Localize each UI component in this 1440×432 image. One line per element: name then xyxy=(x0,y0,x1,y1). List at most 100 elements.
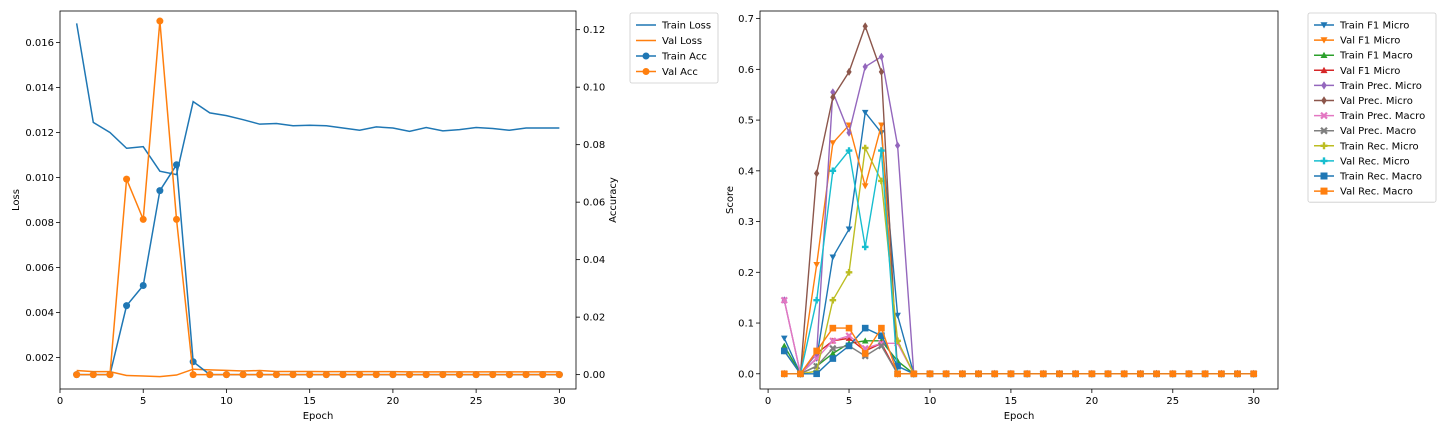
series-line-train-acc xyxy=(76,162,560,376)
data-point-val-f1-micro xyxy=(813,262,820,268)
data-point-val-rec-micro xyxy=(878,147,885,154)
data-point-val-rec-macro xyxy=(1104,370,1112,378)
data-point-val-acc xyxy=(489,371,497,379)
score-x-tick-label: 30 xyxy=(1247,396,1260,407)
data-point-val-rec-micro xyxy=(813,296,820,304)
data-point-val-f1-micro xyxy=(829,140,837,147)
data-point-val-acc xyxy=(206,371,214,379)
data-point-train-prec-micro xyxy=(830,88,836,97)
data-point-train-prec-micro xyxy=(846,128,852,137)
data-point-val-acc xyxy=(123,175,131,183)
data-point-val-rec-macro xyxy=(1056,370,1063,378)
legend-marker-val-rec-macro xyxy=(1320,187,1328,195)
data-point-train-prec-macro xyxy=(780,296,788,304)
legend-label-train-rec-macro: Train Rec. Macro xyxy=(1339,172,1422,183)
legend-label-train-prec-micro: Train Prec. Micro xyxy=(1339,81,1422,92)
loss-y-tick-label: 0.006 xyxy=(25,263,54,274)
legend-marker-train-f1-micro xyxy=(1320,22,1328,29)
series-line-val-prec-micro xyxy=(784,24,1254,375)
data-point-train-acc xyxy=(139,282,147,290)
score-plot-frame xyxy=(759,10,1279,390)
data-point-val-acc xyxy=(439,371,447,379)
score-y-tick-label: 0.6 xyxy=(738,65,754,76)
data-point-val-acc xyxy=(322,371,330,379)
accuracy-y-tick-label: 0.06 xyxy=(583,198,605,209)
score-y-tick-label: 0.1 xyxy=(738,319,754,330)
score-y-axis-label: Score xyxy=(725,186,736,214)
data-point-val-rec-macro xyxy=(975,370,982,378)
data-point-val-prec-micro xyxy=(814,169,820,178)
data-point-train-rec-micro xyxy=(829,296,837,304)
data-point-val-rec-micro xyxy=(861,243,869,251)
data-point-val-rec-macro xyxy=(1023,370,1031,378)
series-line-val-loss xyxy=(76,368,560,378)
data-point-val-rec-micro xyxy=(829,167,837,175)
data-point-val-acc xyxy=(289,371,297,379)
data-point-val-rec-macro xyxy=(878,324,885,332)
loss-y-tick-label: 0.016 xyxy=(25,38,54,49)
loss-y-axis-label: Loss xyxy=(11,189,22,211)
data-point-val-acc xyxy=(256,371,264,379)
data-point-train-f1-micro xyxy=(829,254,837,261)
data-point-train-acc xyxy=(189,358,197,366)
legend-marker-val-prec-macro xyxy=(1320,126,1328,135)
data-point-train-f1-macro xyxy=(780,342,788,349)
score-x-tick-label: 5 xyxy=(846,396,852,407)
data-point-val-acc xyxy=(106,371,114,379)
score-x-tick-label: 20 xyxy=(1085,396,1098,407)
accuracy-y-tick-label: 0.08 xyxy=(583,140,605,151)
loss-x-tick-label: 20 xyxy=(387,396,400,407)
legend-box xyxy=(629,12,719,84)
score-x-tick-label: 10 xyxy=(924,396,937,407)
data-point-val-prec-micro xyxy=(862,22,868,31)
data-point-val-rec-macro xyxy=(1137,370,1144,378)
data-point-train-rec-macro xyxy=(813,370,820,378)
legend-label-val-f1-micro: Val F1 Micro xyxy=(1340,66,1400,77)
data-point-val-prec-macro xyxy=(877,342,885,350)
data-point-val-prec-micro xyxy=(878,67,885,76)
data-point-train-prec-macro xyxy=(829,337,837,345)
data-point-val-rec-macro xyxy=(1234,370,1241,378)
data-point-val-rec-macro xyxy=(813,347,820,355)
data-point-val-rec-macro xyxy=(780,370,788,378)
data-point-val-rec-macro xyxy=(1201,370,1209,378)
score-y-tick-label: 0.7 xyxy=(738,14,754,25)
data-point-val-rec-macro xyxy=(991,370,999,378)
data-point-val-rec-macro xyxy=(797,370,804,378)
loss-y-tick-label: 0.008 xyxy=(25,218,54,229)
data-point-val-acc xyxy=(73,371,81,379)
score-y-tick-label: 0.3 xyxy=(738,217,754,228)
data-point-val-rec-macro xyxy=(942,370,950,378)
data-point-train-prec-macro xyxy=(845,332,853,340)
score-x-tick-label: 25 xyxy=(1166,396,1179,407)
legend-label-train-f1-macro: Train F1 Macro xyxy=(1339,51,1413,62)
data-point-train-rec-macro xyxy=(878,332,885,340)
data-point-val-rec-macro xyxy=(894,370,901,378)
data-point-val-acc xyxy=(555,371,563,379)
accuracy-y-tick-label: 0.04 xyxy=(583,255,605,266)
legend-marker-train-rec-micro xyxy=(1320,142,1328,150)
legend-label-val-acc: Val Acc xyxy=(662,67,698,78)
data-point-val-rec-macro xyxy=(1185,370,1193,378)
data-point-val-rec-macro xyxy=(1250,370,1258,378)
data-point-val-acc xyxy=(356,371,364,379)
data-point-val-rec-micro xyxy=(845,147,853,154)
legend-label-val-prec-micro: Val Prec. Micro xyxy=(1340,96,1413,107)
loss-y-tick-label: 0.010 xyxy=(25,173,54,184)
legend-label-train-f1-micro: Train F1 Micro xyxy=(1339,21,1409,32)
legend-marker-train-prec-macro xyxy=(1320,111,1328,120)
series-line-val-prec-macro xyxy=(784,344,1254,375)
legend-marker-val-acc xyxy=(642,68,650,75)
loss-x-tick-label: 0 xyxy=(57,396,63,407)
scores-panel: 0 5 10 15 20 25 30 0.0 0.1 0.2 0.3 0.4 0.5 0.6 0.7 Epo… xyxy=(725,10,1437,422)
data-point-train-acc xyxy=(156,187,164,195)
data-point-val-rec-macro xyxy=(1218,370,1225,378)
loss-x-tick-label: 25 xyxy=(470,396,483,407)
score-x-tick-label: 0 xyxy=(765,396,771,407)
score-x-tick-label: 15 xyxy=(1005,396,1018,407)
data-point-val-rec-macro xyxy=(1088,370,1096,378)
data-point-val-acc xyxy=(239,371,247,379)
data-point-val-acc xyxy=(505,371,513,379)
data-point-val-rec-macro xyxy=(926,370,934,378)
score-x-axis-label: Epoch xyxy=(1004,411,1035,422)
